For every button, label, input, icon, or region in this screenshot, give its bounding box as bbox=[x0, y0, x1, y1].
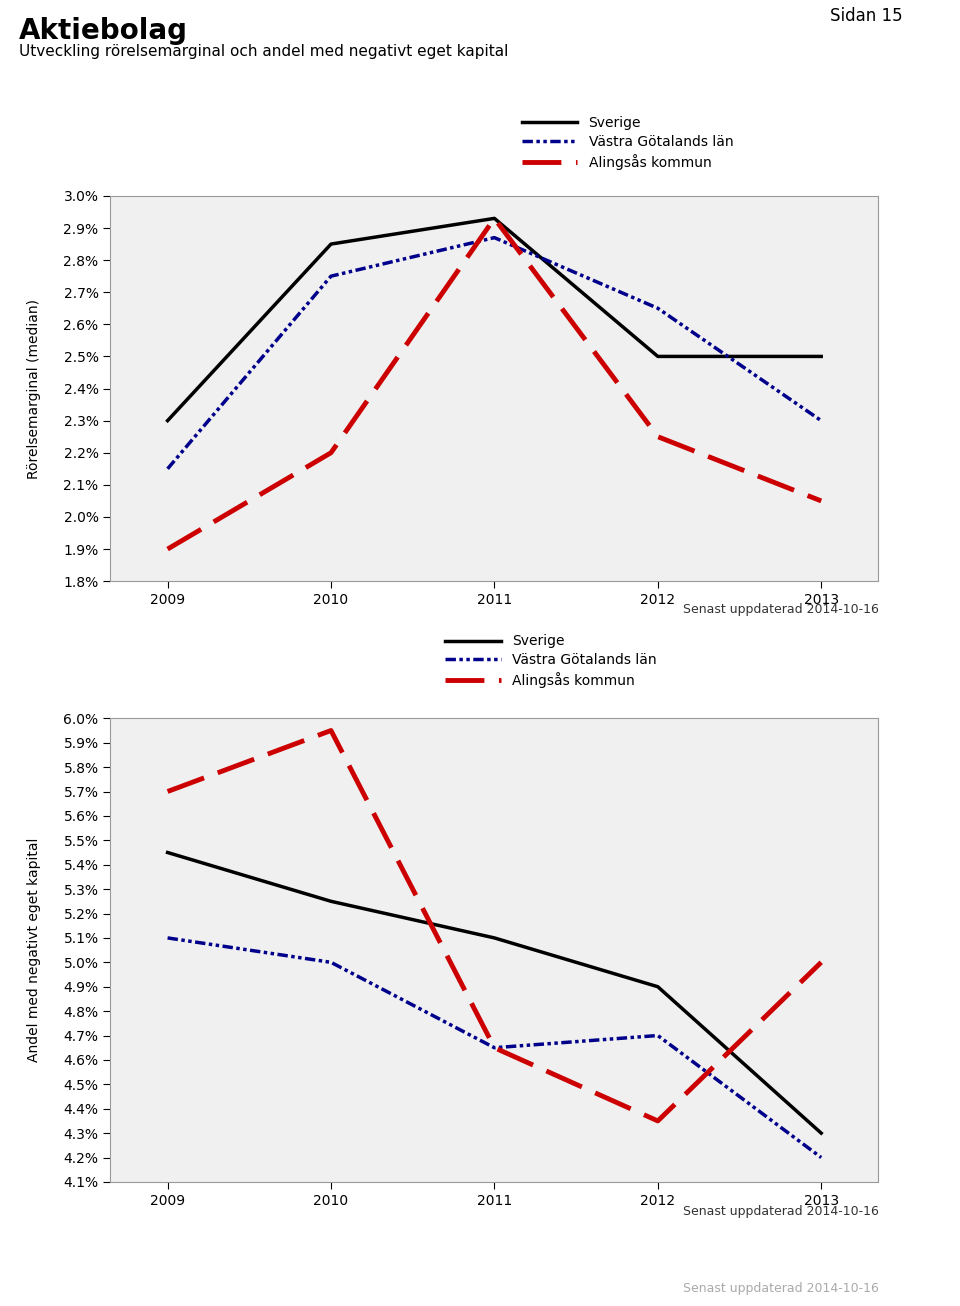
Text: Sidan 15: Sidan 15 bbox=[830, 7, 903, 25]
Text: Utveckling rörelsemarginal och andel med negativt eget kapital: Utveckling rörelsemarginal och andel med… bbox=[19, 44, 509, 59]
Y-axis label: Rörelsemarginal (median): Rörelsemarginal (median) bbox=[27, 299, 41, 478]
Legend: Sverige, Västra Götalands län, Alingsås kommun: Sverige, Västra Götalands län, Alingsås … bbox=[522, 116, 733, 170]
Text: Aktiebolag: Aktiebolag bbox=[19, 17, 188, 44]
Text: Senast uppdaterad 2014-10-16: Senast uppdaterad 2014-10-16 bbox=[683, 603, 878, 616]
Text: Senast uppdaterad 2014-10-16: Senast uppdaterad 2014-10-16 bbox=[683, 1205, 878, 1218]
Legend: Sverige, Västra Götalands län, Alingsås kommun: Sverige, Västra Götalands län, Alingsås … bbox=[445, 635, 657, 688]
Y-axis label: Andel med negativt eget kapital: Andel med negativt eget kapital bbox=[27, 838, 41, 1062]
Text: Senast uppdaterad 2014-10-16: Senast uppdaterad 2014-10-16 bbox=[683, 1282, 878, 1296]
